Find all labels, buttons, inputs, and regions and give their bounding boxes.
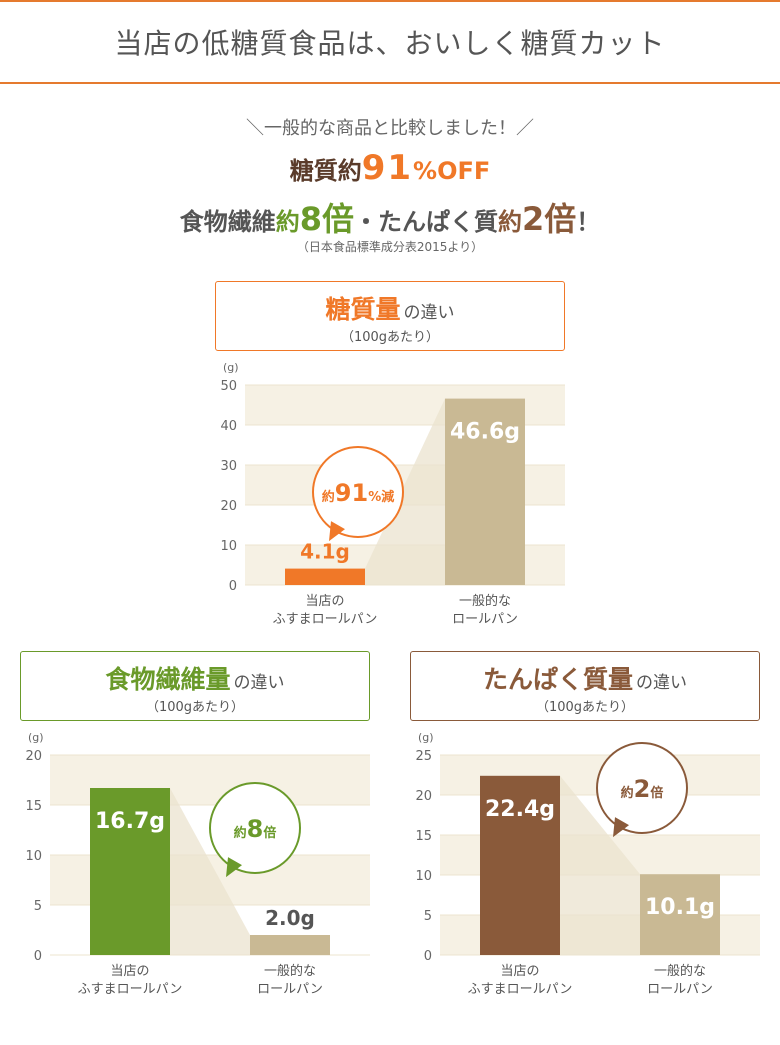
protein-y-tick-label: 25 [415, 749, 432, 764]
fiber-y-tick-label: 5 [34, 899, 42, 914]
protein-category-label: ロールパン [647, 982, 713, 997]
protein-badge-circle [596, 742, 688, 834]
sugar-category-label: 一般的な [459, 593, 511, 609]
fiber-comparison-shadow [170, 788, 250, 955]
protein-y-tick-label: 15 [415, 829, 432, 844]
sugar-chart-title-main: 糖質量 [325, 295, 401, 324]
protein-value: 2倍 [522, 200, 577, 238]
sugar-category-label: ロールパン [452, 612, 518, 627]
protein-bar [480, 775, 560, 955]
sugar-badge-part: 91 [335, 479, 368, 507]
protein-y-unit-label: (g) [418, 731, 434, 744]
fiber-chart-subtitle: （100gあたり） [145, 700, 245, 715]
fiber-category-label: 一般的な [264, 963, 316, 979]
protein-chart-title-box: たんぱく質量 の違い （100gあたり） [410, 651, 760, 721]
fiber-badge-part: 約 [234, 825, 247, 841]
sugar-category-label: ふすまロールパン [273, 612, 378, 627]
sugar-suffix: %OFF [413, 157, 491, 185]
protein-label: たんぱく質 [378, 208, 498, 236]
sugar-badge-tail [329, 521, 345, 542]
fiber-chart-title: 食物繊維量 の違い [21, 660, 369, 696]
fiber-category-label: ロールパン [257, 982, 323, 997]
protein-y-tick-label: 0 [424, 949, 432, 964]
page-header: 当店の低糖質食品は、おいしく糖質カット [0, 0, 780, 84]
fiber-badge-circle [209, 782, 301, 874]
fiber-chart-title-suffix: の違い [233, 673, 285, 693]
fiber-badge-tail [226, 857, 242, 878]
protein-bar [640, 874, 720, 955]
sugar-bar-value-label: 4.1g [300, 540, 350, 564]
sugar-y-tick-label: 40 [220, 419, 237, 434]
fiber-bar [90, 788, 170, 955]
sugar-y-unit-label: (g) [223, 361, 239, 374]
protein-y-tick-label: 10 [415, 869, 432, 884]
comparison-note: ＼一般的な商品と比較しました！／ [246, 118, 534, 139]
protein-y-tick-label: 20 [415, 789, 432, 804]
fiber-protein-headline: 食物繊維約8倍・たんぱく質約2倍！ [0, 194, 780, 240]
protein-badge-part: 2 [634, 775, 651, 803]
fiber-badge-part: 8 [247, 815, 264, 843]
fiber-y-unit-label: (g) [28, 731, 44, 744]
separator: ・ [354, 208, 378, 236]
protein-chart-title: たんぱく質量 の違い [411, 660, 759, 696]
sugar-chart-title-box: 糖質量 の違い （100gあたり） [215, 281, 565, 351]
sugar-value: 91 [361, 148, 414, 188]
protein-category-label: 当店の [500, 964, 539, 979]
fiber-badge-part: 倍 [263, 825, 276, 841]
fiber-badge-text: 約8倍 [234, 815, 277, 843]
protein-badge-part: 倍 [650, 785, 663, 801]
sugar-badge-part: %減 [368, 489, 394, 505]
sugar-y-tick-label: 0 [229, 579, 237, 594]
protein-chart-title-main: たんぱく質量 [482, 665, 633, 694]
protein-comparison-shadow [560, 775, 640, 955]
fiber-value: 8倍 [299, 200, 354, 238]
fiber-y-tick-label: 20 [25, 749, 42, 764]
fiber-bar [250, 935, 330, 955]
sugar-category-label: 当店の [305, 594, 344, 609]
protein-chart-subtitle: （100gあたり） [535, 700, 635, 715]
sugar-bar [285, 568, 365, 585]
protein-badge-text: 約2倍 [621, 775, 664, 803]
page-title: 当店の低糖質食品は、おいしく糖質カット [114, 27, 666, 60]
protein-chart-title-suffix: の違い [636, 673, 687, 693]
sugar-y-tick-label: 10 [220, 539, 237, 554]
source-note: （日本食品標準成分表2015より） [296, 240, 484, 254]
sugar-y-tick-label: 20 [220, 499, 237, 514]
sugar-bar [445, 398, 525, 585]
protein-y-tick-label: 5 [424, 909, 432, 924]
protein-bar-value-label: 22.4g [485, 797, 555, 822]
exclaim: ！ [576, 208, 601, 236]
fiber-chart-title-main: 食物繊維量 [105, 665, 231, 694]
fiber-label: 食物繊維 [179, 208, 276, 236]
fiber-chart-title-box: 食物繊維量 の違い （100gあたり） [20, 651, 370, 721]
protein-bar-value-label: 10.1g [645, 895, 715, 920]
sugar-y-tick-label: 50 [220, 379, 237, 394]
protein-category-label: 一般的な [654, 963, 706, 979]
fiber-y-tick-label: 0 [34, 949, 42, 964]
sugar-headline: 糖質約91%OFF [0, 148, 780, 188]
fiber-bar-value-label: 2.0g [265, 906, 315, 930]
sugar-badge-circle [312, 446, 404, 538]
fiber-y-tick-label: 10 [25, 849, 42, 864]
sugar-chart-title-suffix: の違い [403, 303, 455, 323]
fiber-category-label: ふすまロールパン [78, 982, 183, 997]
sugar-prefix: 糖質約 [289, 157, 362, 185]
fiber-yaku: 約 [275, 208, 300, 236]
protein-badge-part: 約 [621, 785, 634, 801]
protein-yaku: 約 [498, 208, 522, 236]
sugar-bar-value-label: 46.6g [450, 420, 520, 445]
protein-badge-tail [613, 817, 629, 838]
sugar-chart-subtitle: （100gあたり） [340, 330, 440, 345]
sugar-comparison-shadow [365, 398, 445, 585]
fiber-bar-value-label: 16.7g [95, 809, 165, 834]
sugar-badge-text: 約91%減 [322, 479, 394, 507]
protein-category-label: ふすまロールパン [468, 982, 573, 997]
sugar-y-tick-label: 30 [220, 459, 237, 474]
sugar-badge-part: 約 [322, 489, 335, 505]
fiber-y-tick-label: 15 [25, 799, 42, 814]
sugar-chart-title: 糖質量 の違い [216, 290, 564, 326]
fiber-category-label: 当店の [110, 964, 149, 979]
